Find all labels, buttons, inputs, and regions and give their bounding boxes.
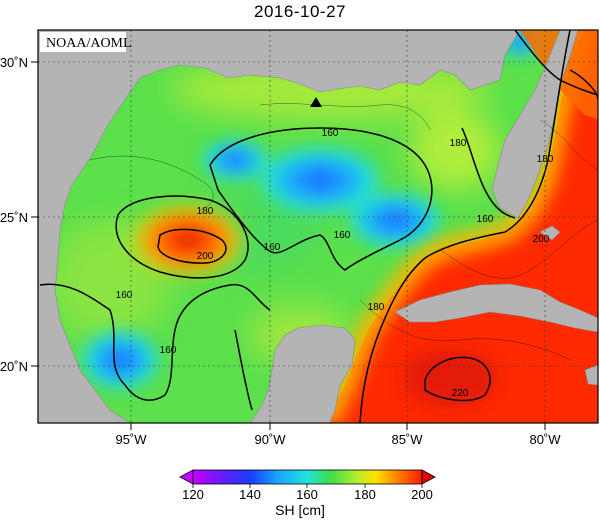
colorbar-label: SH [cm] [275, 502, 325, 518]
cool-eddy-center [255, 144, 385, 216]
colorbar-tick: 140 [239, 487, 261, 502]
contour-label: 160 [116, 290, 133, 301]
contour-label: 200 [533, 234, 550, 245]
colorbar-tick: 180 [354, 487, 376, 502]
colorbar-tick: 120 [182, 487, 204, 502]
loop-current-region [330, 30, 598, 423]
loop-current-edge [319, 30, 595, 423]
contour-160-shelf [461, 127, 516, 219]
y-tick-label: 20˚N [0, 359, 28, 374]
thin-contour-3 [439, 219, 598, 279]
contour-160-center [209, 127, 433, 271]
contour-200-warm-eddy [157, 228, 227, 264]
contour-160-south [234, 329, 253, 411]
contour-label: 160 [160, 345, 177, 356]
thin-contour-2 [259, 103, 431, 131]
thin-contour-5 [539, 119, 598, 171]
map-frame [37, 29, 599, 424]
x-tick-label: 90˚W [254, 432, 286, 447]
contour-label: 220 [452, 388, 469, 399]
x-tick-label: 95˚W [115, 432, 147, 447]
thin-contour-4 [359, 299, 571, 361]
cool-eddy-north [200, 138, 270, 182]
gridlines [38, 30, 598, 423]
colorbar-tick: 200 [411, 487, 433, 502]
contour-label: 180 [537, 154, 554, 165]
y-tick-label: 30˚N [0, 55, 28, 70]
map-title: 2016-10-27 [254, 2, 346, 21]
cool-eddy-west [78, 328, 162, 392]
bahamas-land [539, 225, 561, 241]
station-triangle-icon [310, 97, 322, 107]
cool-eddy-east [345, 190, 445, 250]
contour-label: 180 [450, 138, 467, 149]
colorbar-min-arrow [179, 469, 194, 485]
hispaniola-land [584, 364, 598, 386]
x-tick-label: 85˚W [391, 432, 423, 447]
colorbar-max-arrow [421, 469, 436, 485]
contour-label: 160 [477, 214, 494, 225]
watermark-text: NOAA/AOML [46, 36, 132, 51]
colorbar-tick: 160 [296, 487, 318, 502]
contour-220-caribbean [424, 356, 491, 402]
contour-180-north-east [514, 30, 598, 96]
thin-contour-1 [89, 155, 214, 211]
watermark-box [40, 32, 126, 52]
y-tick-label: 25˚N [0, 210, 28, 225]
cuba-land [394, 283, 598, 333]
contour-label: 200 [197, 251, 214, 262]
contour-label: 160 [322, 128, 339, 139]
colorbar-gradient [192, 469, 423, 485]
contour-label: 180 [368, 302, 385, 313]
contour-label: 180 [197, 206, 214, 217]
x-tick-label: 80˚W [529, 432, 561, 447]
contour-180-loop [359, 30, 571, 423]
contour-160-west [39, 283, 271, 401]
yucatan-land [249, 324, 356, 423]
warm-eddy [126, 200, 250, 280]
contour-label: 160 [264, 242, 281, 253]
contour-180-warm-eddy [115, 195, 249, 279]
contour-label: 160 [334, 230, 351, 241]
warm-core-caribbean [402, 348, 498, 408]
us-coast-land [38, 30, 598, 423]
